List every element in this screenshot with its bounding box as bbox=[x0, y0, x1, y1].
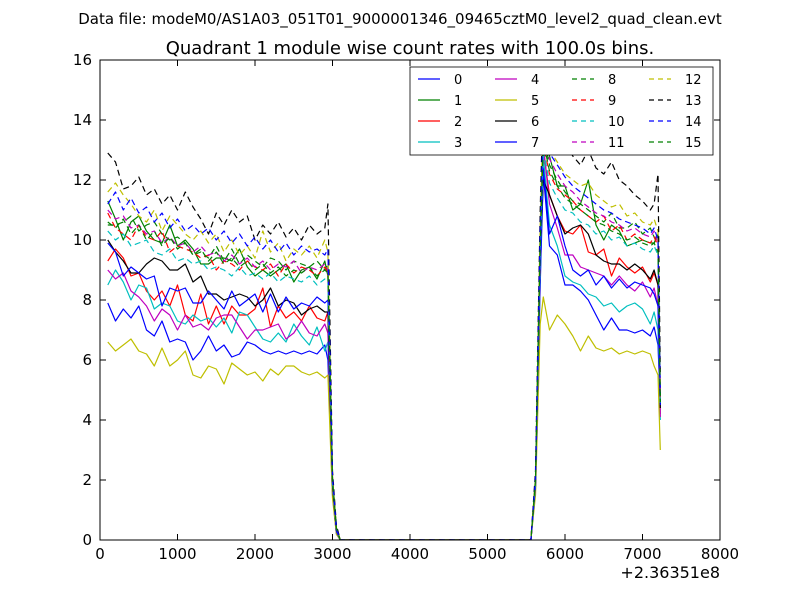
x-tick-label: 5000 bbox=[468, 545, 506, 563]
series-line-1 bbox=[107, 131, 661, 540]
y-tick-label: 14 bbox=[73, 111, 92, 129]
y-tick-label: 12 bbox=[73, 171, 92, 189]
series-line-8 bbox=[107, 134, 661, 540]
series-line-12 bbox=[107, 113, 661, 540]
series-line-13 bbox=[107, 89, 661, 540]
figure-suptitle: Data file: modeM0/AS1A03_051T01_90000013… bbox=[78, 10, 722, 29]
series-line-3 bbox=[107, 155, 661, 540]
series-line-4 bbox=[107, 143, 661, 540]
legend-label-1: 1 bbox=[454, 94, 462, 109]
series-line-11 bbox=[107, 125, 661, 540]
x-tick-label: 3000 bbox=[313, 545, 351, 563]
y-tick-label: 0 bbox=[82, 531, 92, 549]
legend-frame bbox=[409, 66, 714, 156]
legend-label-13: 13 bbox=[685, 94, 702, 109]
legend-label-2: 2 bbox=[454, 115, 462, 130]
x-tick-label: 4000 bbox=[391, 545, 429, 563]
y-tick-label: 4 bbox=[82, 411, 92, 429]
x-tick-label: 6000 bbox=[546, 545, 584, 563]
series-line-15 bbox=[107, 140, 661, 540]
x-tick-label: 7000 bbox=[623, 545, 661, 563]
legend-label-5: 5 bbox=[531, 94, 539, 109]
x-tick-label: 1000 bbox=[158, 545, 196, 563]
y-tick-label: 10 bbox=[73, 231, 92, 249]
legend-label-10: 10 bbox=[608, 115, 625, 130]
legend-label-8: 8 bbox=[608, 73, 616, 88]
x-tick-label: 0 bbox=[95, 545, 105, 563]
series-line-6 bbox=[107, 179, 661, 540]
y-tick-label: 16 bbox=[73, 51, 92, 69]
legend-label-15: 15 bbox=[685, 136, 702, 151]
series-line-9 bbox=[107, 143, 661, 540]
legend-label-4: 4 bbox=[531, 73, 539, 88]
legend-label-11: 11 bbox=[608, 136, 625, 151]
y-tick-label: 2 bbox=[82, 471, 92, 489]
series-line-14 bbox=[107, 119, 661, 540]
y-tick-label: 8 bbox=[82, 291, 92, 309]
x-axis: 0 1000 2000 3000 4000 5000 6000 7000 8000 bbox=[95, 60, 739, 563]
chart-title: Quadrant 1 module wise count rates with … bbox=[166, 38, 655, 59]
legend-label-6: 6 bbox=[531, 115, 539, 130]
series-line-5 bbox=[107, 296, 661, 540]
series-layer bbox=[107, 89, 661, 540]
legend-label-3: 3 bbox=[454, 136, 462, 151]
legend-label-14: 14 bbox=[685, 115, 702, 130]
x-tick-label: 8000 bbox=[701, 545, 739, 563]
legend-label-9: 9 bbox=[608, 94, 616, 109]
legend-label-12: 12 bbox=[685, 73, 702, 88]
legend-label-0: 0 bbox=[454, 73, 462, 88]
x-tick-label: 2000 bbox=[236, 545, 274, 563]
legend-label-7: 7 bbox=[531, 136, 539, 151]
y-tick-label: 6 bbox=[82, 351, 92, 369]
x-axis-offset-label: +2.36351e8 bbox=[620, 563, 720, 582]
